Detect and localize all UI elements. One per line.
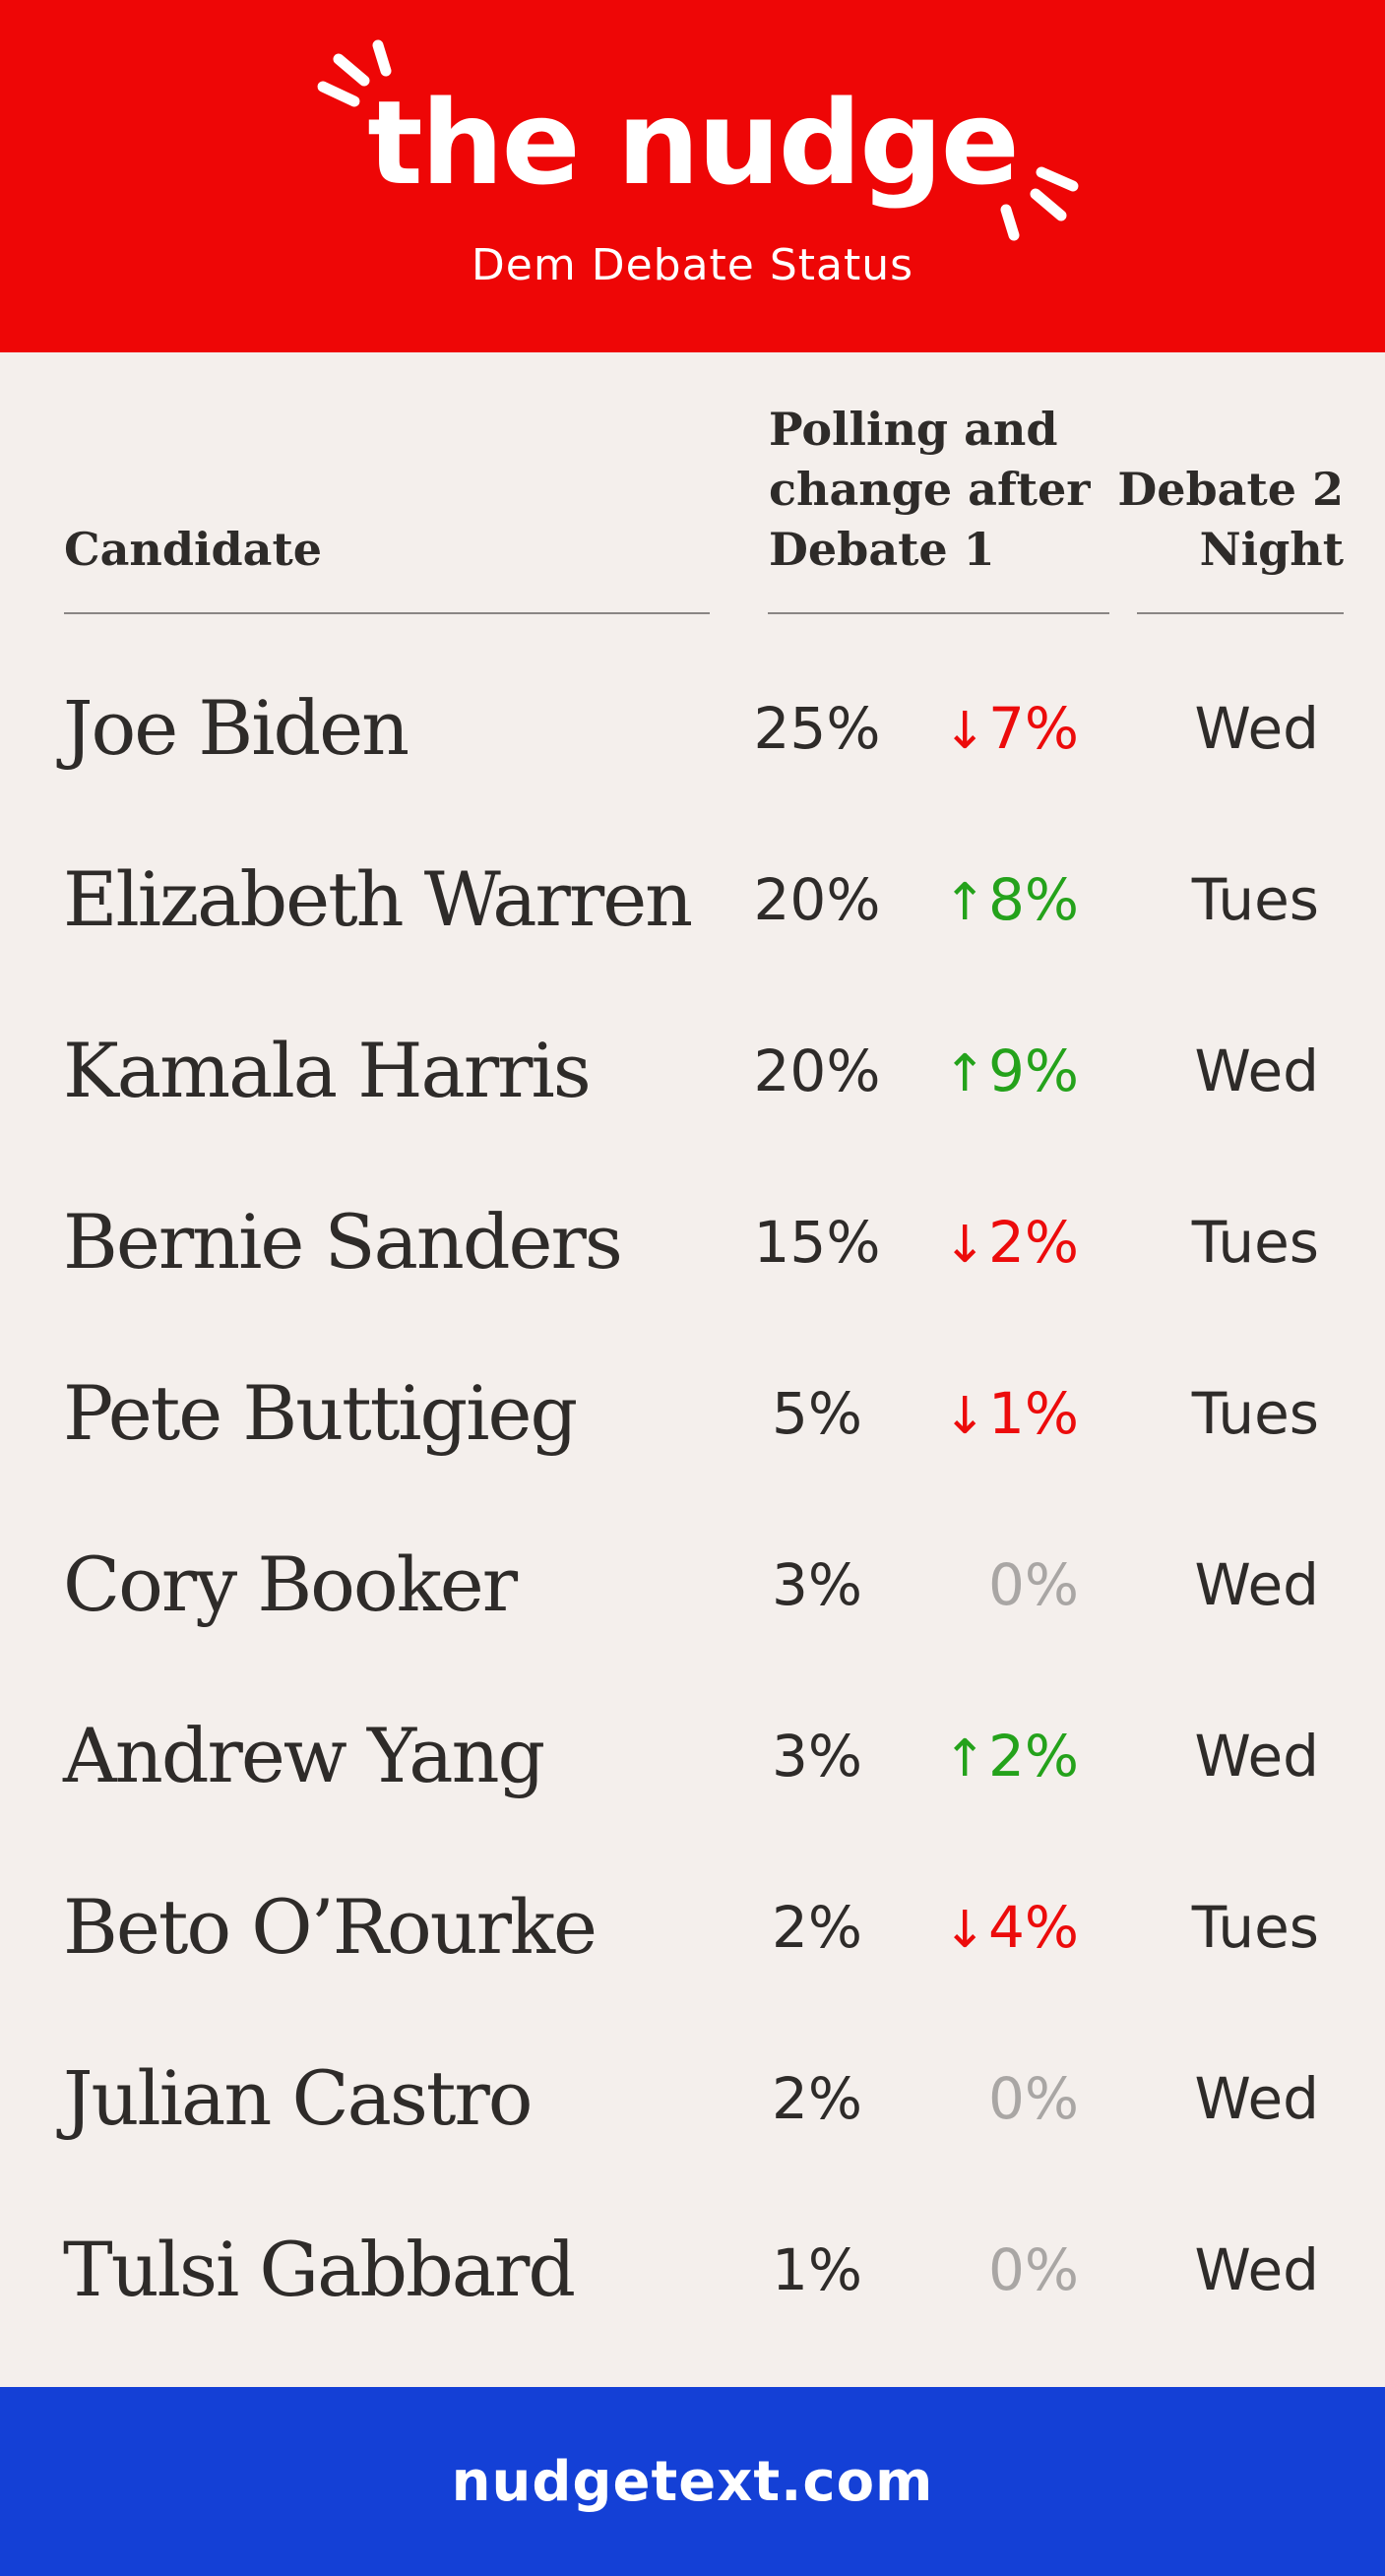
arrow-up-icon: ↑ [943, 1729, 986, 1789]
polling-change: ↓1% [915, 1359, 1079, 1471]
debate-night: Wed [1194, 2065, 1319, 2132]
polling-value: 25% [753, 695, 881, 762]
arrow-down-icon: ↓ [943, 1387, 986, 1446]
polling-change: 0% [987, 2236, 1079, 2303]
debate-night: Wed [1194, 2236, 1319, 2303]
polling-value: 2% [771, 2065, 862, 2132]
debate-night: Tues [1191, 866, 1319, 933]
footer-website-link[interactable]: nudgetext.com [451, 2450, 934, 2514]
candidate-name: Cory Booker [63, 1540, 518, 1628]
arrow-down-icon: ↓ [943, 1216, 986, 1275]
table-row: Elizabeth Warren 20% ↑8% Tues [0, 846, 1385, 1017]
spark-lines-icon [1000, 166, 1079, 241]
polling-value: 1% [771, 2236, 862, 2303]
debate-night: Tues [1191, 1209, 1319, 1276]
candidate-name: Bernie Sanders [63, 1198, 623, 1286]
brand-logo: the nudge [367, 75, 1020, 211]
polling-value: 2% [771, 1894, 862, 1961]
column-divider [1137, 612, 1344, 614]
debate-night: Tues [1191, 1380, 1319, 1447]
table-row: Pete Buttigieg 5% ↓1% Tues [0, 1359, 1385, 1531]
column-header-debate-night: Debate 2 Night [1117, 463, 1344, 576]
spark-lines-icon [317, 39, 392, 107]
table-row: Julian Castro 2% 0% Wed [0, 2044, 1385, 2216]
table-row: Cory Booker 3% 0% Wed [0, 1531, 1385, 1702]
polling-value: 5% [771, 1380, 862, 1447]
debate-night: Tues [1191, 1894, 1319, 1961]
arrow-up-icon: ↑ [943, 1044, 986, 1103]
footer-banner: nudgetext.com [0, 2387, 1385, 2576]
polling-change: ↓7% [915, 674, 1079, 785]
column-divider [64, 612, 710, 614]
table-row: Bernie Sanders 15% ↓2% Tues [0, 1188, 1385, 1359]
candidate-name: Beto O’Rourke [63, 1883, 598, 1971]
candidate-name: Kamala Harris [63, 1027, 592, 1114]
candidate-name: Joe Biden [63, 684, 409, 772]
debate-night: Wed [1194, 695, 1319, 762]
polling-value: 20% [753, 866, 881, 933]
candidate-name: Julian Castro [63, 2054, 534, 2142]
table-row: Tulsi Gabbard 1% 0% Wed [0, 2216, 1385, 2387]
candidate-name: Andrew Yang [63, 1712, 545, 1799]
header-banner: the nudge Dem Debate Status [0, 0, 1385, 352]
polling-value: 3% [771, 1723, 862, 1790]
table-row: Joe Biden 25% ↓7% Wed [0, 674, 1385, 846]
candidate-name: Tulsi Gabbard [63, 2226, 576, 2313]
table-row: Andrew Yang 3% ↑2% Wed [0, 1702, 1385, 1873]
polling-value: 20% [753, 1037, 881, 1104]
debate-night: Wed [1194, 1723, 1319, 1790]
column-header-candidate: Candidate [64, 523, 322, 576]
table-row: Kamala Harris 20% ↑9% Wed [0, 1017, 1385, 1188]
arrow-down-icon: ↓ [943, 702, 986, 761]
column-header-polling: Polling and change after Debate 1 [769, 403, 1091, 576]
polling-change: ↓4% [915, 1873, 1079, 1984]
polling-value: 3% [771, 1551, 862, 1618]
candidate-name: Elizabeth Warren [63, 855, 693, 943]
table-row: Beto O’Rourke 2% ↓4% Tues [0, 1873, 1385, 2044]
debate-night: Wed [1194, 1037, 1319, 1104]
debate-night: Wed [1194, 1551, 1319, 1618]
polling-value: 15% [753, 1209, 881, 1276]
column-divider [768, 612, 1109, 614]
polling-change: ↑9% [915, 1017, 1079, 1128]
polling-change: ↑8% [915, 846, 1079, 957]
polling-change: ↓2% [915, 1188, 1079, 1299]
polling-change: 0% [987, 1551, 1079, 1618]
arrow-down-icon: ↓ [943, 1901, 986, 1960]
candidate-name: Pete Buttigieg [63, 1369, 578, 1457]
arrow-up-icon: ↑ [943, 873, 986, 932]
polling-change: 0% [987, 2065, 1079, 2132]
page-subtitle: Dem Debate Status [471, 240, 914, 290]
polling-change: ↑2% [915, 1702, 1079, 1813]
